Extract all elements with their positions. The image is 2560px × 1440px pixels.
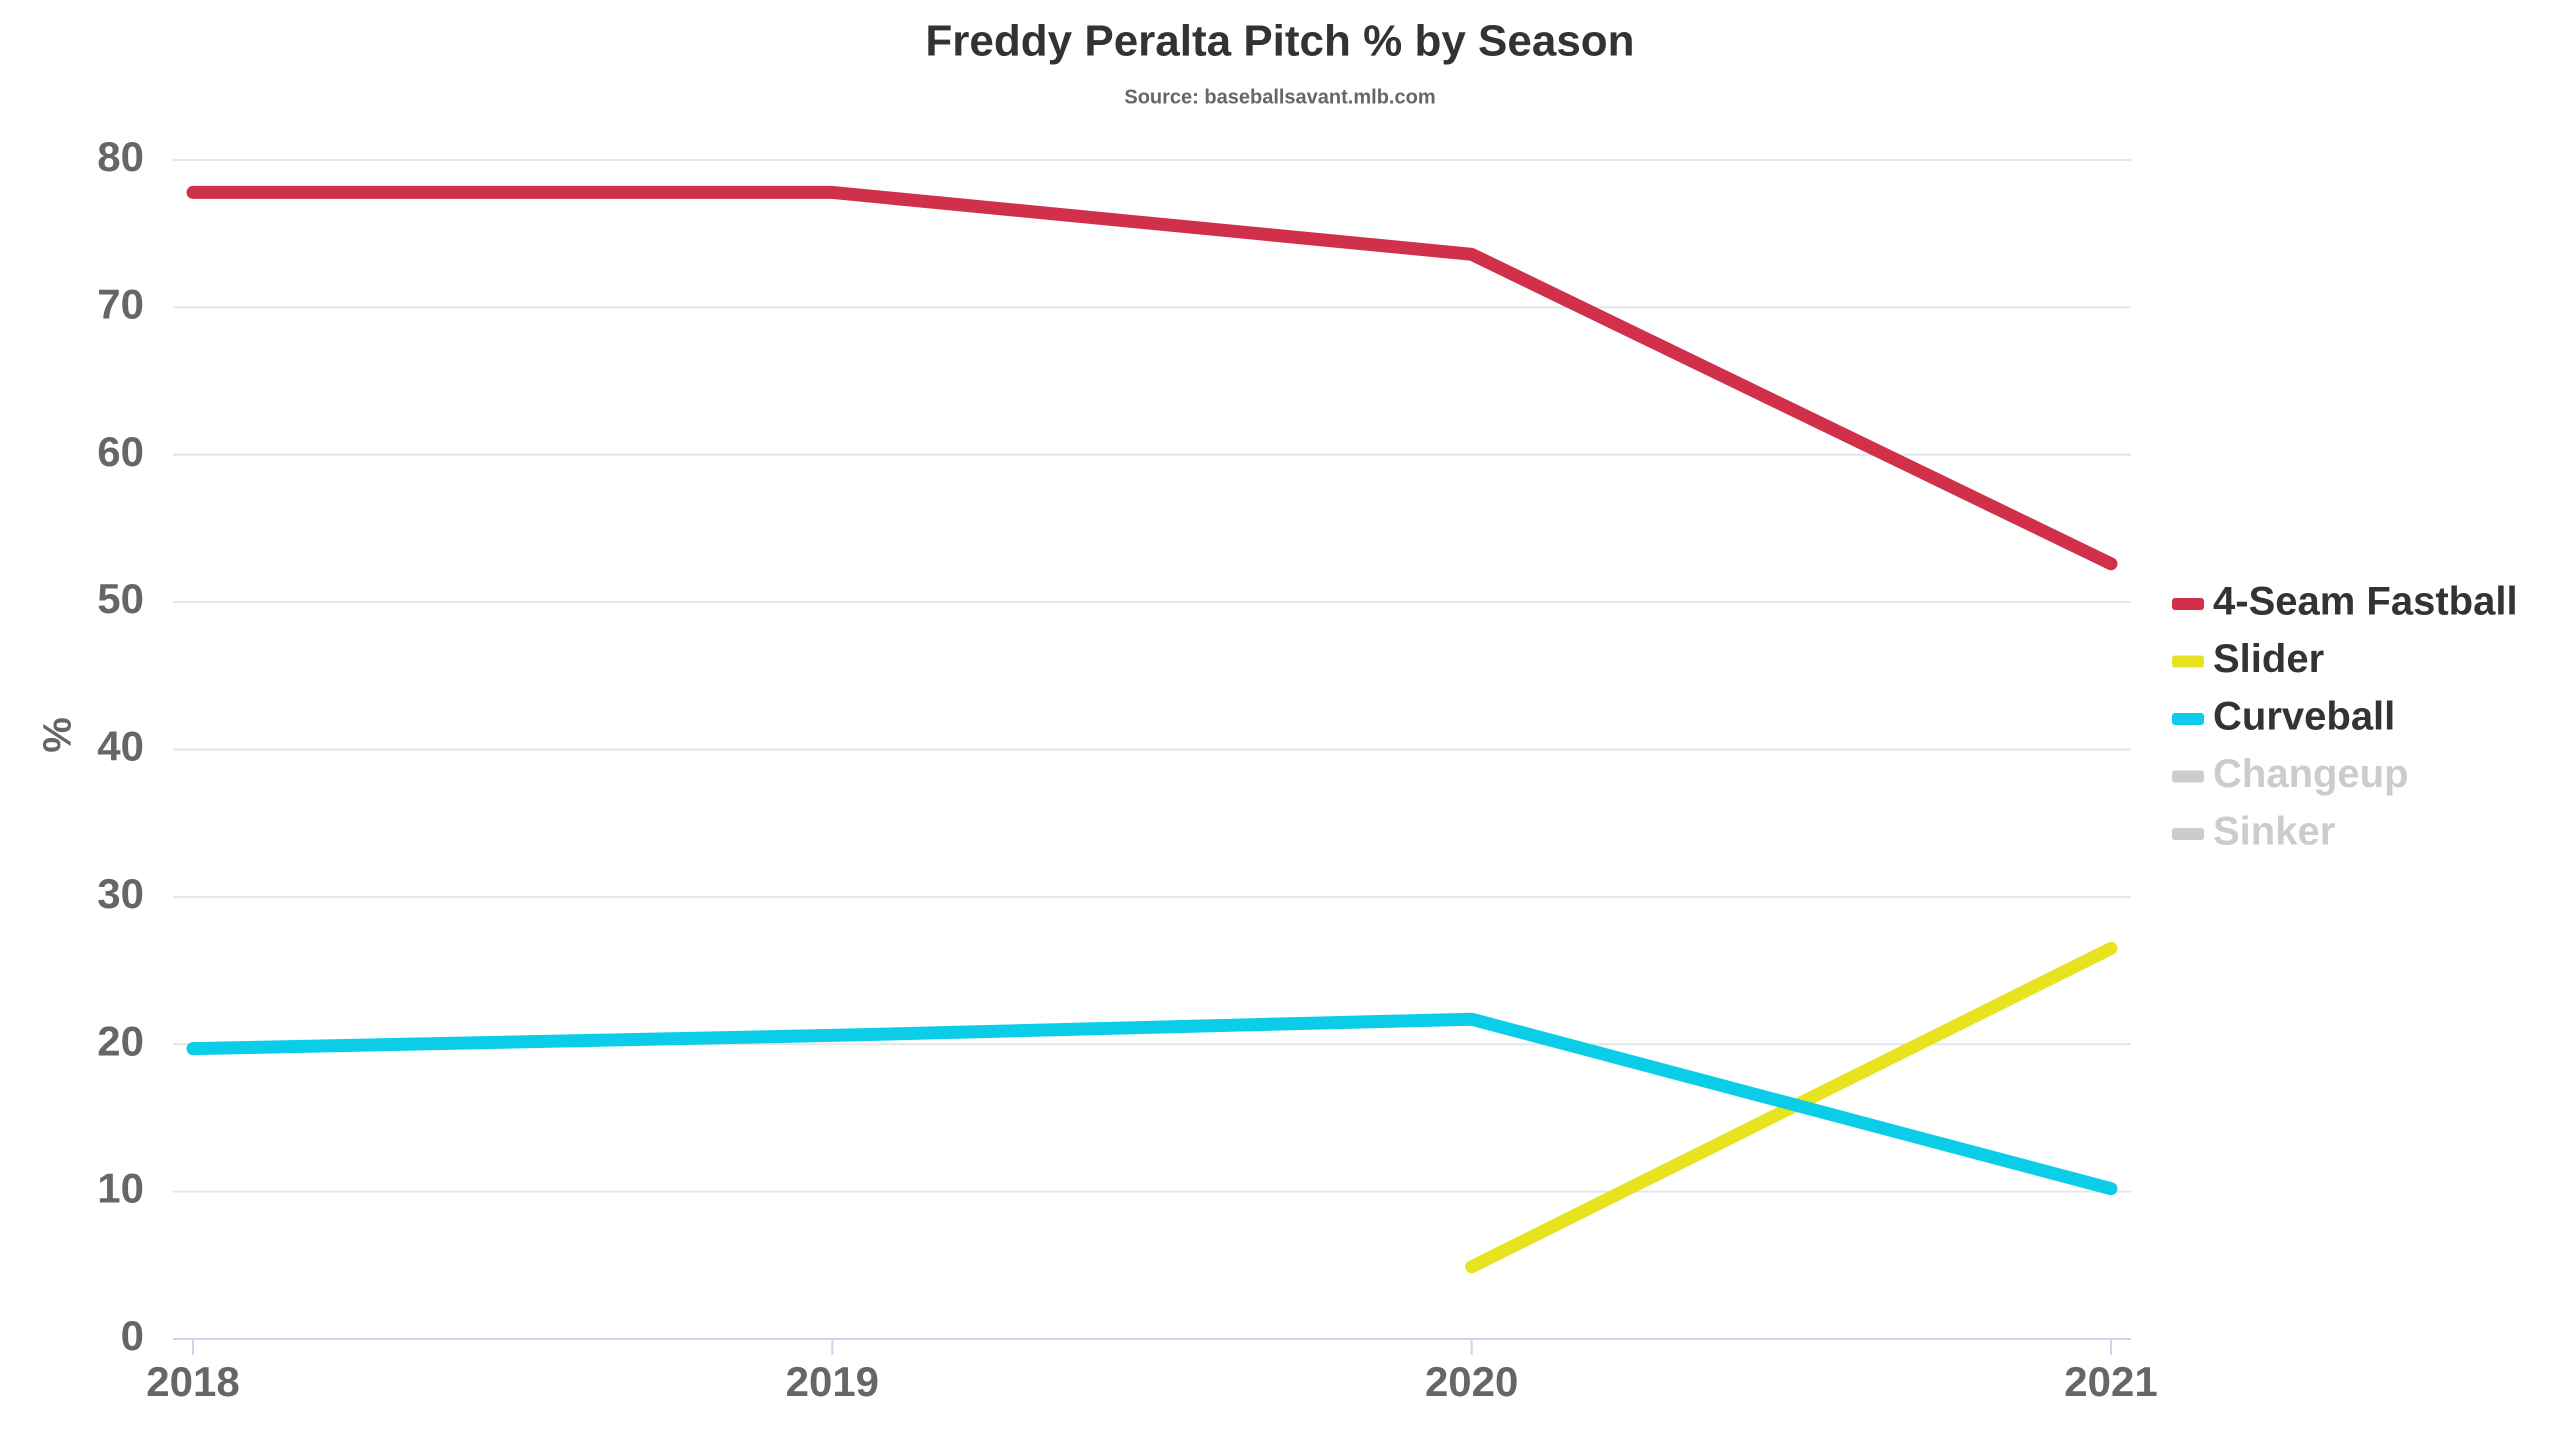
- x-tick-label: 2021: [2064, 1358, 2157, 1405]
- x-tick-label: 2020: [1425, 1358, 1518, 1405]
- y-tick-label: 50: [97, 575, 144, 622]
- y-tick-label: 40: [97, 723, 144, 770]
- legend-label: Sinker: [2213, 810, 2335, 854]
- legend-swatch: [2172, 598, 2204, 610]
- y-tick-label: 70: [97, 280, 144, 327]
- y-axis-label: %: [36, 717, 80, 753]
- legend-label: Curveball: [2213, 695, 2395, 739]
- y-tick-label: 0: [121, 1312, 144, 1359]
- legend-swatch: [2172, 828, 2204, 840]
- series-line: [186, 1012, 2118, 1196]
- x-tick-label: 2018: [146, 1358, 239, 1405]
- legend-label: Changeup: [2213, 752, 2409, 796]
- legend-swatch: [2172, 770, 2204, 783]
- chart-subtitle: Source: baseballsavant.mlb.com: [1124, 86, 1435, 108]
- series-line: [186, 185, 2118, 571]
- y-tick-label: 30: [97, 870, 144, 917]
- legend-label: 4-Seam Fastball: [2213, 580, 2518, 624]
- legend-swatch: [2172, 713, 2204, 725]
- y-tick-label: 10: [97, 1165, 144, 1212]
- legend-label: Slider: [2213, 637, 2324, 681]
- x-tick-label: 2019: [786, 1358, 879, 1405]
- y-tick-label: 80: [97, 133, 144, 180]
- chart-title: Freddy Peralta Pitch % by Season: [925, 17, 1634, 66]
- y-tick-label: 20: [97, 1017, 144, 1064]
- y-tick-label: 60: [97, 428, 144, 475]
- legend-swatch: [2172, 655, 2204, 668]
